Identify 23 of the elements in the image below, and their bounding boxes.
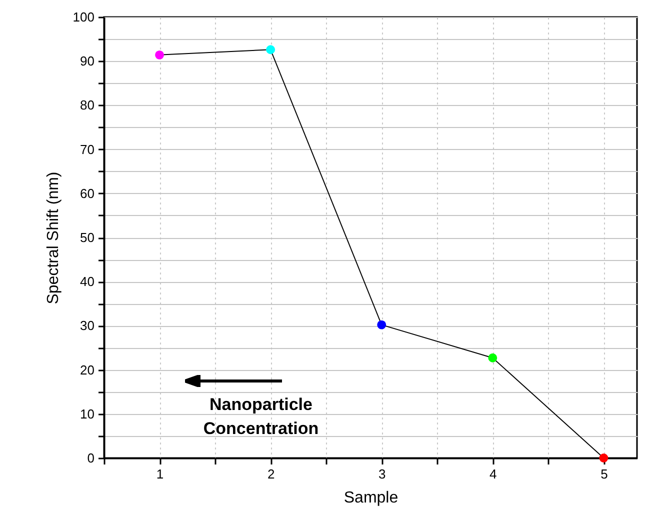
y-tick-label: 20 <box>80 362 94 378</box>
y-tick-label: 100 <box>72 10 94 24</box>
y-tick-label: 40 <box>80 274 94 290</box>
y-tick-label: 80 <box>80 98 94 113</box>
x-tick-label: 4 <box>490 466 497 482</box>
point <box>266 45 276 54</box>
x-tick-label: 2 <box>267 466 275 482</box>
x-tick-label: 1 <box>156 466 164 482</box>
point <box>488 353 498 362</box>
x-tick-label: 5 <box>600 466 608 482</box>
x-axis-title: Sample <box>344 490 398 506</box>
y-tick-label: 10 <box>80 406 94 422</box>
point <box>377 320 386 330</box>
y-tick-label: 70 <box>80 142 94 157</box>
y-tick-label: 90 <box>80 54 94 69</box>
y-axis-title: Spectral Shift (nm) <box>44 172 62 304</box>
y-tick-label: 50 <box>80 230 94 245</box>
x-tick-label: 3 <box>378 466 386 482</box>
annotation: Nanoparticle Concentration <box>203 395 319 438</box>
y-tick-label: 60 <box>80 186 94 201</box>
y-tick-label: 30 <box>80 318 94 334</box>
point <box>155 50 164 60</box>
y-tick-label: 0 <box>87 450 94 466</box>
